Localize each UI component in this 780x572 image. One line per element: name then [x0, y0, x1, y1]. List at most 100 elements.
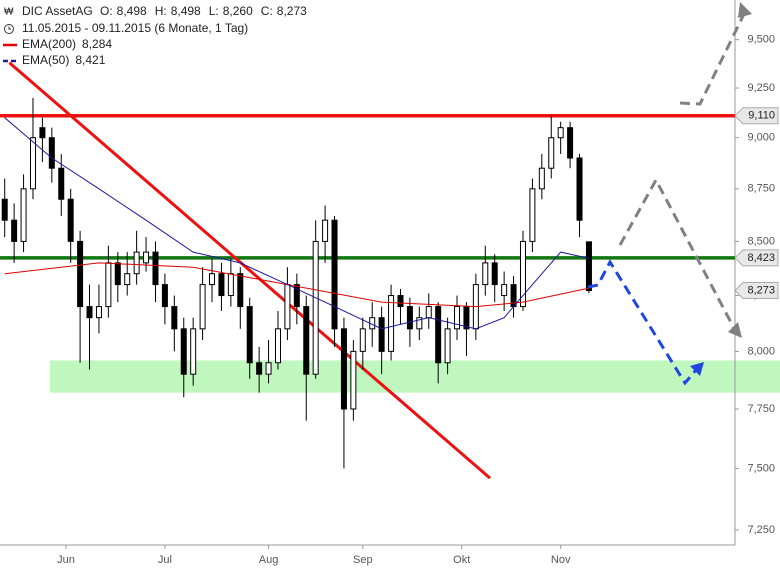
ohlc-label: C: — [261, 4, 273, 18]
candle-body — [284, 284, 291, 330]
candle-body — [161, 284, 168, 308]
candle-body — [218, 273, 225, 297]
projection-blue — [587, 258, 698, 386]
price-tag-label: 8,273 — [747, 284, 775, 296]
x-tick-label: Aug — [259, 554, 279, 566]
candle-body — [303, 306, 310, 375]
candle-body — [133, 251, 140, 275]
candle-body — [265, 362, 272, 375]
candle-body — [256, 362, 263, 375]
candle-body — [199, 284, 206, 330]
candle-body — [274, 328, 281, 364]
candle-body — [105, 262, 112, 308]
candle-body — [519, 240, 526, 308]
candle-body — [454, 306, 461, 330]
candle-body — [557, 127, 564, 139]
candle-body — [39, 127, 46, 139]
candle-body — [388, 295, 395, 352]
candle-body — [114, 262, 121, 286]
price-tag-label: 8,423 — [747, 252, 775, 264]
ohlc: O: 8,498 H: 8,498 L: 8,260 C: 8,273 — [100, 4, 307, 18]
candle-body — [152, 251, 159, 286]
y-tick-label: 9,500 — [747, 34, 775, 46]
candle-body — [58, 167, 65, 200]
candle-body — [340, 328, 347, 410]
candle-body — [435, 306, 442, 364]
candle-body — [567, 127, 574, 159]
ohlc-value: 8,273 — [277, 4, 307, 18]
candle-body — [171, 306, 178, 330]
ohlc-label: H: — [155, 4, 167, 18]
candle-body — [350, 350, 357, 410]
candle-body — [67, 198, 74, 242]
subtitle: 11.05.2015 - 09.11.2015 (6 Monate, 1 Tag… — [22, 21, 248, 35]
candle-body — [425, 306, 432, 319]
candle-body — [86, 306, 93, 319]
y-tick-label: 8,500 — [747, 235, 775, 247]
candle-body — [331, 219, 338, 330]
candle-body — [482, 262, 489, 286]
candle-body — [20, 188, 27, 242]
ohlc-value: 8,260 — [223, 4, 253, 18]
candle-body — [491, 262, 498, 286]
projections — [587, 11, 747, 386]
candle-body — [416, 317, 423, 330]
ema-line — [4, 262, 590, 308]
y-tick-label: 7,750 — [747, 403, 775, 415]
candle-body — [190, 328, 197, 375]
arrow-head — [738, 2, 752, 18]
arrow-head — [690, 362, 704, 376]
clock-icon — [4, 24, 14, 34]
candle-body — [548, 137, 555, 169]
y-tick-label: 9,250 — [747, 82, 775, 94]
icon: ₩ — [4, 7, 14, 18]
price-tag — [734, 107, 779, 125]
y-tick-label: 7,250 — [747, 524, 775, 536]
projection-up — [679, 11, 747, 106]
price-tag — [734, 249, 779, 267]
candle-body — [359, 328, 366, 352]
header: ₩ DIC AssetAG O: 8,498 H: 8,498 L: 8,260 C: 8,2… — [4, 4, 307, 35]
ema-line — [4, 117, 590, 330]
candle-body — [406, 306, 413, 330]
legend-name: EMA(200) — [22, 37, 76, 51]
candle-body — [77, 240, 84, 308]
x-tick-label: Jul — [158, 554, 172, 566]
y-tick-label: 8,750 — [747, 183, 775, 195]
candle-body — [501, 284, 508, 297]
x-tick-label: Sep — [353, 554, 373, 566]
candle-body — [322, 219, 329, 242]
candle-body — [293, 284, 300, 308]
candle-body — [209, 273, 216, 286]
trend-line — [8, 61, 491, 480]
candle-body — [444, 328, 451, 364]
candle-body — [143, 251, 150, 264]
y-tick-label: 7,500 — [747, 462, 775, 474]
clock-hand — [8, 26, 11, 30]
ohlc-label: O: — [100, 4, 113, 18]
candle-body — [576, 157, 583, 221]
candle-body — [538, 167, 545, 190]
candle-body — [378, 317, 385, 352]
legend-value: 8,421 — [75, 53, 105, 67]
candle-body — [529, 188, 536, 242]
ohlc-label: L: — [209, 4, 219, 18]
candle-body — [463, 306, 470, 330]
ohlc-value: 8,498 — [117, 4, 147, 18]
x-tick-label: Nov — [551, 554, 571, 566]
y-tick-label: 9,000 — [747, 132, 775, 144]
legend-name: EMA(50) — [22, 53, 69, 67]
candle-body — [312, 240, 319, 375]
candle-body — [48, 137, 55, 169]
projection-mid — [618, 176, 738, 333]
legend-value: 8,284 — [82, 37, 112, 51]
y-tick-label: 8,000 — [747, 345, 775, 357]
x-tick-label: Jun — [57, 554, 75, 566]
candle-body — [11, 219, 18, 242]
support-zone — [50, 360, 780, 393]
candle-body — [124, 273, 131, 286]
price-tag — [734, 282, 779, 300]
candle-body — [237, 273, 244, 308]
